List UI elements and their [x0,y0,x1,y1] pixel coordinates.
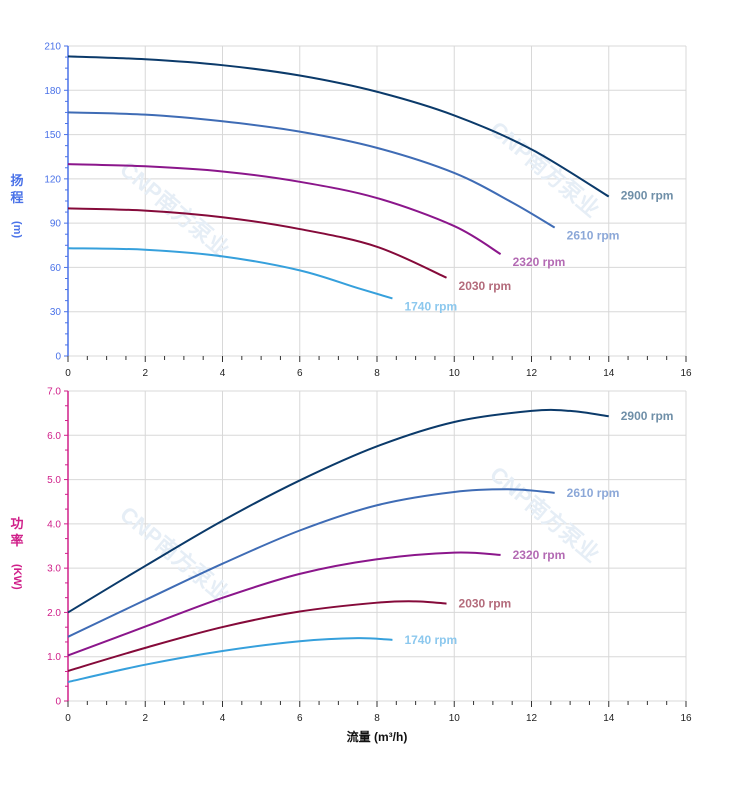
series-line-2610-rpm [67,488,555,638]
y-axis-title-char: 率 [10,533,23,548]
series-label: 2900 rpm [621,189,674,203]
y-axis-unit: (m) [11,221,23,238]
x-tick-label: 8 [374,713,380,724]
x-tick-label: 2 [142,368,148,379]
y-tick-label: 210 [44,42,61,53]
y-tick-label: 4.0 [47,519,61,530]
y-tick-label: 60 [50,263,62,274]
series-line-2030-rpm [67,207,447,279]
y-tick-label: 180 [44,86,61,97]
y-axis-title-char: 功 [10,516,23,531]
y-axis-title-char: 程 [10,190,23,205]
x-tick-label: 16 [680,713,692,724]
y-tick-label: 2.0 [47,608,61,619]
series-label: 2320 rpm [513,548,566,562]
series-label: 2030 rpm [459,597,512,611]
x-tick-label: 14 [603,713,615,724]
series-line-2900-rpm [67,55,610,198]
x-axis-title: 流量 (m³/h) [347,729,408,744]
y-tick-label: 90 [50,219,62,230]
series-label: 2610 rpm [567,486,620,500]
y-tick-label: 1.0 [47,652,61,663]
x-tick-label: 4 [220,713,226,724]
x-tick-label: 16 [680,368,692,379]
series-label: 2320 rpm [513,255,566,269]
series-label: 1740 rpm [404,299,457,313]
series-line-2320-rpm [67,551,501,657]
series-line-2900-rpm [67,408,609,614]
x-tick-label: 12 [526,713,538,724]
y-axis-title-char: 扬 [10,173,23,188]
series-line-2610-rpm [67,111,556,229]
y-tick-label: 0 [55,697,61,708]
x-tick-label: 0 [65,368,71,379]
y-tick-label: 6.0 [47,431,61,442]
y-tick-label: 5.0 [47,475,61,486]
series-label: 2030 rpm [459,279,512,293]
x-tick-label: 10 [449,368,461,379]
watermark-logo: CNP南方泵业 [485,116,604,222]
x-tick-label: 6 [297,368,303,379]
y-axis-unit: (KW) [11,564,23,590]
series-line-1740-rpm [67,637,393,683]
y-tick-label: 120 [44,174,61,185]
y-tick-label: 30 [50,307,62,318]
x-tick-label: 8 [374,368,380,379]
x-tick-label: 0 [65,713,71,724]
series-label: 2900 rpm [621,409,674,423]
x-tick-label: 12 [526,368,538,379]
series-line-2030-rpm [67,600,447,672]
series-line-2320-rpm [67,163,502,255]
y-tick-label: 150 [44,130,61,141]
y-tick-label: 0 [55,352,61,363]
x-tick-label: 10 [449,713,461,724]
y-tick-label: 3.0 [47,564,61,575]
series-label: 1740 rpm [404,633,457,647]
series-label: 2610 rpm [567,229,620,243]
x-tick-label: 4 [220,368,226,379]
y-tick-label: 7.0 [47,387,61,398]
x-tick-label: 2 [142,713,148,724]
x-tick-label: 14 [603,368,615,379]
x-tick-label: 6 [297,713,303,724]
watermark-logo: CNP南方泵业 [115,501,234,607]
series-line-1740-rpm [67,247,393,300]
